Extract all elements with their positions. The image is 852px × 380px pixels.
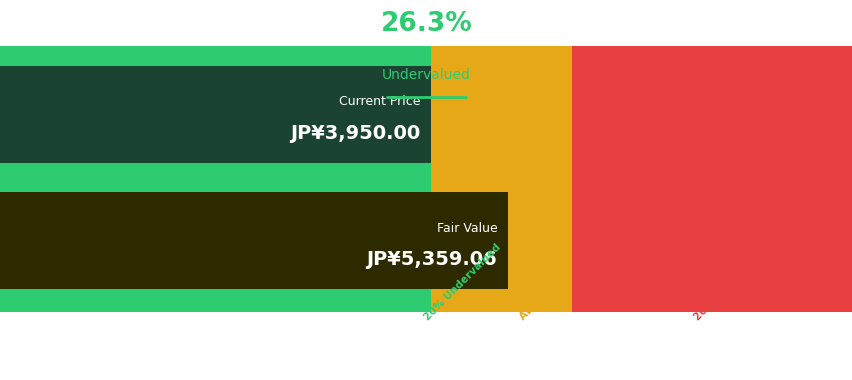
Text: Undervalued: Undervalued (382, 68, 470, 82)
Text: About Right: About Right (518, 266, 574, 323)
Bar (430, 46, 571, 312)
Text: 26.3%: 26.3% (380, 11, 472, 37)
Bar (430, 180, 571, 301)
Text: JP¥​5,359.06: JP¥​5,359.06 (366, 250, 497, 269)
Bar (0, 66, 430, 163)
Bar (0, 46, 430, 312)
Text: 20% Undervalued: 20% Undervalued (422, 242, 502, 323)
Bar (0, 54, 430, 175)
Text: JP¥​3,950.00: JP¥​3,950.00 (290, 124, 420, 143)
Text: Current Price: Current Price (338, 95, 420, 109)
Text: 20% Overvalued: 20% Overvalued (692, 248, 767, 323)
Bar (0, 192, 507, 289)
Bar (571, 46, 852, 312)
Bar (571, 180, 852, 301)
Text: Fair Value: Fair Value (436, 222, 497, 235)
Bar (0, 180, 430, 301)
